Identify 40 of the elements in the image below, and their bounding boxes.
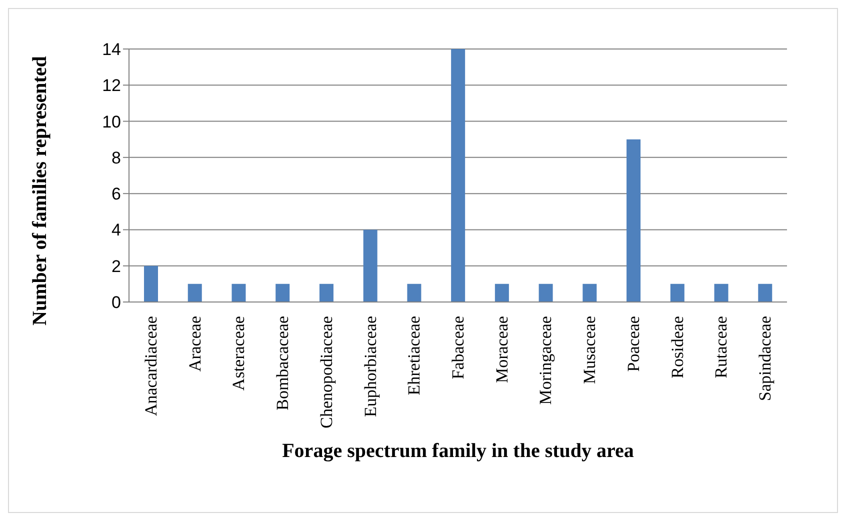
y-tick-label: 6 [112,184,121,204]
x-tick-label: Sapindaceae [756,316,775,401]
x-tick-label: Ehretiaceae [404,316,424,396]
x-tick-label: Euphorbiaceae [360,316,380,417]
bar [188,284,202,302]
x-tick-label: Fabaceae [448,316,468,380]
y-tick-label: 10 [102,112,121,132]
x-axis-title: Forage spectrum family in the study area [282,440,634,462]
y-tick-label: 0 [112,293,121,312]
x-tick-label: Bombacaceae [273,316,292,410]
y-tick-label: 12 [102,76,121,96]
x-tick-label: Rosideae [668,316,687,378]
x-tick-label: Poaceae [624,316,643,372]
y-tick-label: 4 [112,220,121,240]
bar [276,284,290,302]
bar [319,284,334,302]
bar [232,284,246,302]
bar [494,284,509,302]
y-axis-title: Number of families represented [29,56,52,326]
x-tick-label: Musaceae [580,316,600,384]
bar [363,230,378,302]
x-tick-label: Moringaceae [536,316,556,405]
y-tick-label: 14 [102,40,121,60]
bar [538,284,553,302]
bar [582,284,597,302]
x-tick-label: Asteraceae [229,316,248,391]
bar [407,284,422,302]
bar [714,284,728,302]
x-tick-label: Chenopodiaceae [316,316,336,428]
bar [670,284,684,302]
bar [451,49,466,302]
bar [626,139,641,302]
y-tick-label: 2 [112,256,121,276]
y-tick-label: 8 [112,148,121,168]
x-tick-label: Araceae [185,316,204,372]
x-tick-label: Rutaceae [712,316,731,378]
x-tick-label: Moraceae [492,316,512,384]
bar [144,266,158,302]
x-tick-label: Anacardiaceae [141,316,160,416]
bar [758,284,772,302]
